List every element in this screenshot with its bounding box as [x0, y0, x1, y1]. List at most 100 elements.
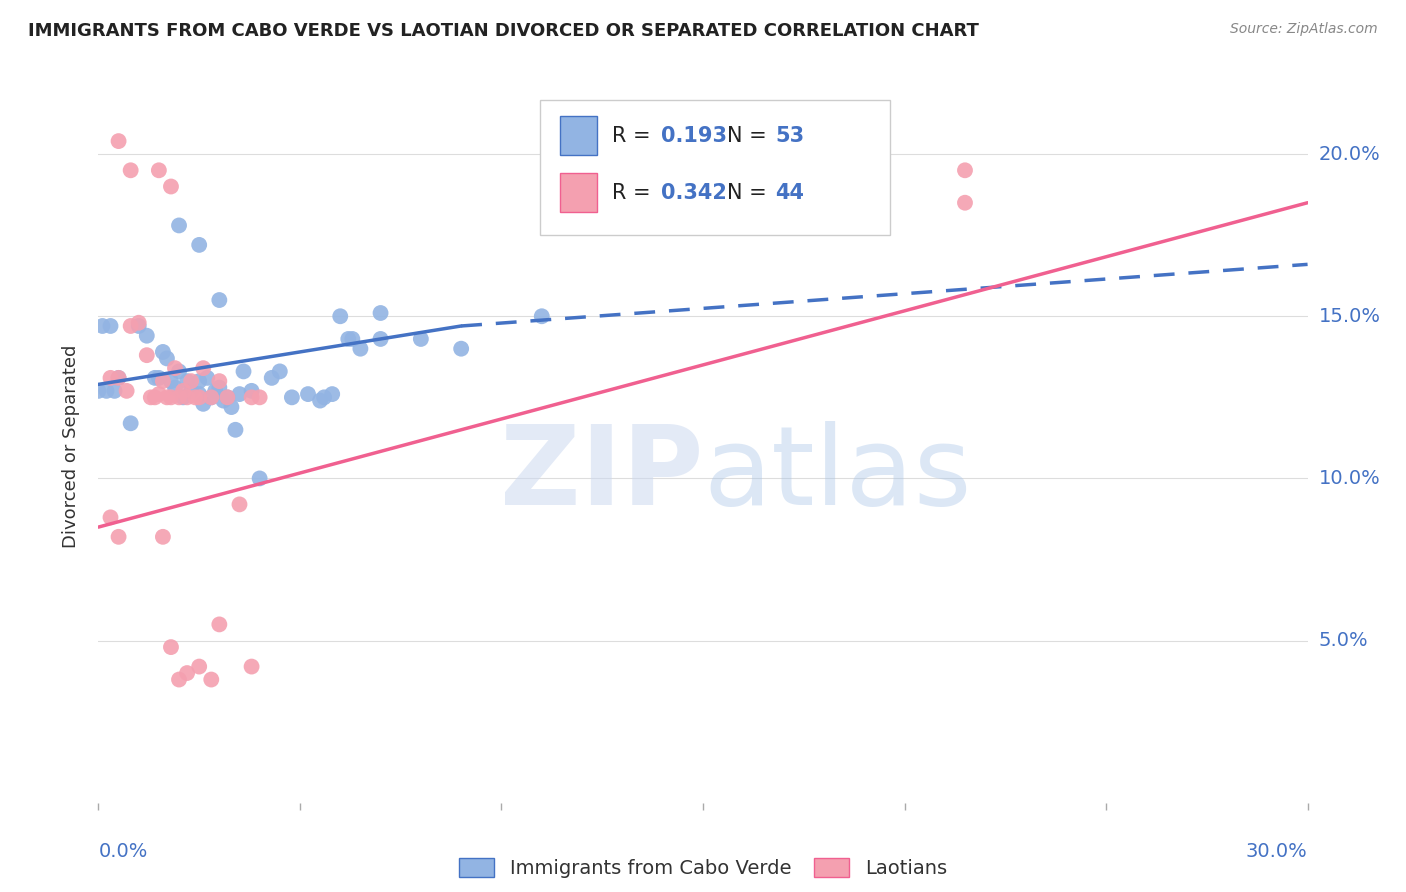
Text: 10.0%: 10.0%	[1319, 469, 1381, 488]
Point	[107, 530, 129, 544]
Point	[100, 510, 122, 524]
Point	[193, 397, 215, 411]
Point	[160, 374, 183, 388]
Point	[249, 390, 271, 404]
Point	[139, 390, 162, 404]
Point	[188, 390, 211, 404]
Point	[309, 393, 332, 408]
Point	[91, 318, 114, 333]
Point	[224, 423, 246, 437]
Point	[148, 371, 170, 385]
Point	[160, 640, 183, 654]
Point	[167, 219, 190, 233]
Point	[103, 384, 125, 398]
Point	[152, 345, 174, 359]
Point	[370, 332, 392, 346]
Point	[208, 381, 231, 395]
Point	[297, 387, 319, 401]
Point	[107, 371, 129, 385]
Point	[409, 332, 432, 346]
Point	[349, 342, 371, 356]
Point	[135, 348, 157, 362]
Point	[208, 293, 231, 307]
Text: Source: ZipAtlas.com: Source: ZipAtlas.com	[1230, 22, 1378, 37]
Point	[172, 390, 194, 404]
Point	[208, 374, 231, 388]
Point	[115, 384, 138, 398]
Point	[217, 390, 239, 404]
Point	[314, 390, 336, 404]
Point	[135, 328, 157, 343]
Point	[107, 371, 129, 385]
Point	[180, 384, 202, 398]
Point	[337, 332, 360, 346]
Text: 0.193: 0.193	[661, 126, 727, 145]
Point	[249, 471, 271, 485]
Point	[232, 364, 254, 378]
Point	[217, 390, 239, 404]
Text: 30.0%: 30.0%	[1246, 842, 1308, 861]
Point	[167, 673, 190, 687]
Point	[176, 390, 198, 404]
Point	[188, 374, 211, 388]
Text: 20.0%: 20.0%	[1319, 145, 1381, 163]
Point	[772, 157, 794, 171]
Point	[260, 371, 283, 385]
Point	[772, 202, 794, 217]
Point	[160, 390, 183, 404]
Text: ZIP: ZIP	[499, 421, 703, 528]
Point	[167, 364, 190, 378]
Text: 53: 53	[776, 126, 804, 145]
Point	[120, 163, 142, 178]
Y-axis label: Divorced or Separated: Divorced or Separated	[62, 344, 80, 548]
Point	[321, 387, 343, 401]
Point	[204, 384, 226, 398]
Point	[100, 318, 122, 333]
Point	[221, 400, 243, 414]
Point	[148, 163, 170, 178]
Point	[107, 134, 129, 148]
Point	[87, 384, 110, 398]
Text: atlas: atlas	[703, 421, 972, 528]
Point	[184, 390, 207, 404]
Point	[269, 364, 291, 378]
Point	[370, 306, 392, 320]
Point	[450, 342, 472, 356]
FancyBboxPatch shape	[561, 173, 596, 212]
Point	[156, 351, 179, 366]
Point	[163, 361, 186, 376]
Point	[240, 390, 263, 404]
Point	[180, 374, 202, 388]
Text: N =: N =	[727, 183, 773, 202]
Text: 15.0%: 15.0%	[1319, 307, 1381, 326]
Text: R =: R =	[612, 126, 658, 145]
Legend: Immigrants from Cabo Verde, Laotians: Immigrants from Cabo Verde, Laotians	[451, 850, 955, 886]
Point	[148, 387, 170, 401]
Text: 44: 44	[776, 183, 804, 202]
Point	[228, 497, 250, 511]
Point	[143, 371, 166, 385]
Point	[342, 332, 364, 346]
Point	[152, 530, 174, 544]
Point	[167, 390, 190, 404]
Point	[200, 390, 222, 404]
Point	[100, 371, 122, 385]
Point	[152, 374, 174, 388]
Text: 0.342: 0.342	[661, 183, 727, 202]
FancyBboxPatch shape	[540, 100, 890, 235]
Point	[120, 318, 142, 333]
FancyBboxPatch shape	[561, 116, 596, 155]
Point	[953, 195, 976, 210]
Point	[953, 163, 976, 178]
Point	[156, 390, 179, 404]
Point	[240, 659, 263, 673]
Point	[163, 381, 186, 395]
Point	[200, 390, 222, 404]
Point	[96, 384, 118, 398]
Point	[176, 666, 198, 681]
Point	[188, 659, 211, 673]
Point	[329, 310, 352, 324]
Point	[200, 673, 222, 687]
Point	[128, 318, 150, 333]
Point	[281, 390, 304, 404]
